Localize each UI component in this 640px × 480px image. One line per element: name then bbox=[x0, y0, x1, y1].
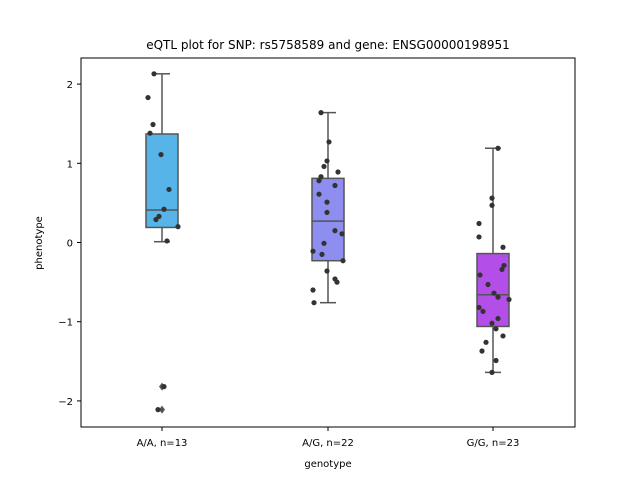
data-point bbox=[332, 182, 338, 189]
x-axis-title: genotype bbox=[304, 459, 351, 470]
data-point bbox=[318, 174, 324, 180]
data-point bbox=[489, 320, 495, 326]
box-group bbox=[145, 73, 179, 414]
data-point bbox=[499, 266, 505, 273]
data-point bbox=[321, 163, 327, 170]
data-point bbox=[491, 290, 497, 296]
box-group bbox=[311, 111, 345, 304]
data-point bbox=[316, 191, 322, 197]
data-point bbox=[489, 369, 495, 375]
data-point bbox=[310, 248, 316, 254]
data-point bbox=[326, 139, 332, 145]
data-point bbox=[166, 186, 172, 193]
data-point bbox=[310, 287, 316, 293]
data-point bbox=[164, 238, 170, 244]
outlier-marker bbox=[159, 405, 165, 414]
data-point bbox=[158, 151, 164, 158]
data-point bbox=[489, 202, 495, 208]
chart-title: eQTL plot for SNP: rs5758589 and gene: E… bbox=[146, 38, 510, 52]
data-point bbox=[340, 258, 346, 264]
data-point bbox=[483, 339, 489, 345]
data-point bbox=[175, 224, 181, 230]
data-point bbox=[334, 279, 340, 285]
data-point bbox=[324, 158, 330, 164]
data-point bbox=[477, 272, 483, 278]
data-point bbox=[332, 228, 338, 234]
data-point bbox=[489, 195, 495, 201]
data-point bbox=[480, 308, 486, 315]
plot-area bbox=[145, 71, 512, 414]
box-group bbox=[476, 147, 510, 374]
data-point bbox=[319, 251, 325, 257]
y-axis: −2 −1 0 1 2 bbox=[58, 80, 81, 408]
data-point bbox=[161, 384, 167, 390]
y-tick-label: −2 bbox=[58, 397, 73, 408]
data-point bbox=[311, 300, 317, 306]
y-axis-title: phenotype bbox=[34, 216, 45, 270]
data-point bbox=[476, 220, 482, 227]
data-point bbox=[147, 130, 153, 136]
data-point bbox=[476, 304, 482, 311]
data-point bbox=[479, 348, 485, 354]
data-point bbox=[500, 333, 506, 339]
y-tick-label: −1 bbox=[58, 318, 73, 329]
data-point bbox=[324, 199, 330, 205]
data-point bbox=[161, 206, 167, 212]
data-point bbox=[321, 240, 327, 246]
x-tick-label: A/G, n=22 bbox=[302, 438, 354, 449]
data-point bbox=[151, 71, 157, 77]
x-tick-label: G/G, n=23 bbox=[467, 438, 520, 449]
data-point bbox=[476, 234, 482, 240]
data-point bbox=[339, 231, 345, 237]
data-point bbox=[150, 121, 156, 128]
box-iqr bbox=[311, 177, 345, 262]
x-axis: A/A, n=13 A/G, n=22 G/G, n=23 bbox=[137, 427, 520, 449]
data-point bbox=[501, 262, 507, 269]
data-point bbox=[485, 281, 491, 288]
x-tick-label: A/A, n=13 bbox=[137, 438, 188, 449]
data-point bbox=[495, 294, 501, 300]
data-point bbox=[324, 268, 330, 274]
data-point bbox=[495, 315, 501, 322]
data-point bbox=[495, 145, 501, 151]
y-tick-label: 2 bbox=[67, 80, 73, 91]
data-point bbox=[493, 326, 499, 332]
y-tick-label: 1 bbox=[67, 159, 73, 170]
data-point bbox=[153, 216, 159, 223]
data-point bbox=[500, 244, 506, 250]
data-point bbox=[318, 110, 324, 116]
data-point bbox=[335, 169, 341, 175]
data-point bbox=[316, 178, 322, 184]
data-point bbox=[155, 407, 161, 413]
data-point bbox=[145, 94, 151, 101]
box-iqr bbox=[145, 133, 179, 229]
data-point bbox=[324, 209, 330, 216]
data-point bbox=[493, 357, 499, 364]
data-point bbox=[506, 296, 512, 303]
y-tick-label: 0 bbox=[67, 239, 73, 250]
